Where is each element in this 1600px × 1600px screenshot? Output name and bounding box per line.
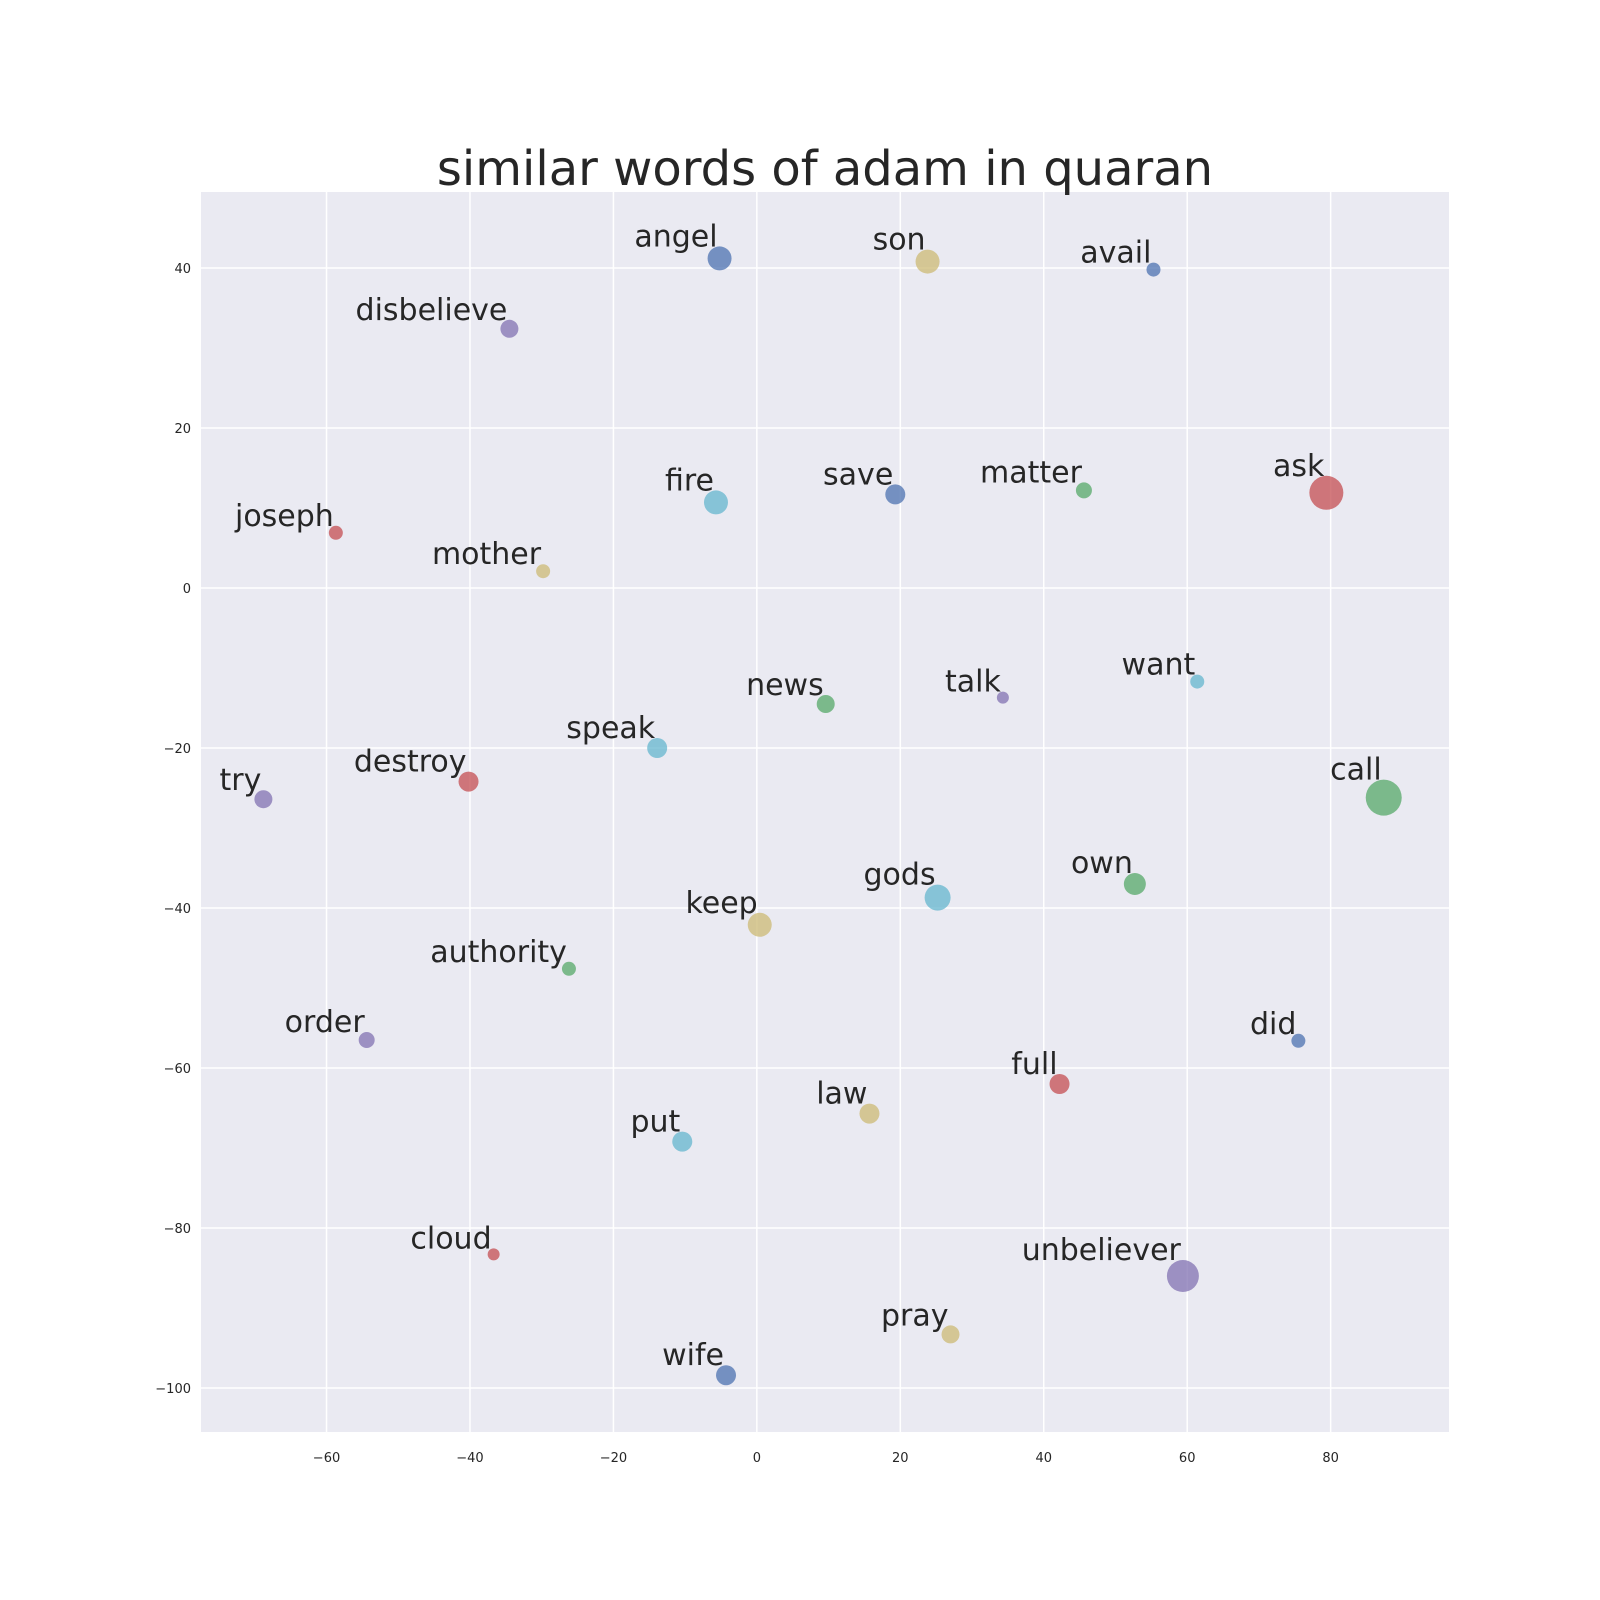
- data-label-authority: authority: [430, 935, 567, 970]
- y-tick-label: 20: [174, 422, 191, 437]
- y-tick-label: −20: [164, 742, 191, 757]
- data-label-avail: avail: [1080, 236, 1151, 271]
- data-label-son: son: [873, 223, 926, 258]
- data-points: [254, 246, 1402, 1386]
- data-label-joseph: joseph: [234, 499, 334, 534]
- data-point-pray: [941, 1325, 960, 1344]
- data-labels: angel son avail disbelieve fire save matter ask…: [220, 219, 1382, 1373]
- data-label-disbelieve: disbelieve: [356, 293, 508, 328]
- data-point-authority: [561, 961, 576, 976]
- data-label-did: did: [1250, 1007, 1296, 1042]
- data-point-law: [859, 1103, 880, 1124]
- data-point-own: [1123, 873, 1146, 895]
- data-label-talk: talk: [945, 665, 1001, 700]
- grid-lines: [201, 192, 1449, 1432]
- data-label-keep: keep: [685, 886, 757, 921]
- x-tick-label: 60: [1179, 1451, 1196, 1466]
- data-point-matter: [1075, 482, 1092, 499]
- x-tick-label: 80: [1322, 1451, 1339, 1466]
- data-point-speak: [647, 738, 668, 758]
- data-label-cloud: cloud: [410, 1221, 491, 1256]
- x-tick-label: −40: [456, 1451, 483, 1466]
- data-point-avail: [1146, 262, 1161, 277]
- data-label-news: news: [746, 668, 824, 703]
- x-tick-label: 0: [753, 1451, 761, 1466]
- data-label-law: law: [816, 1077, 867, 1112]
- y-tick-label: 40: [174, 262, 191, 277]
- data-label-want: want: [1122, 648, 1196, 683]
- data-point-mother: [536, 564, 551, 579]
- data-point-talk: [996, 691, 1009, 704]
- data-label-save: save: [823, 457, 893, 492]
- tick-labels: −60 −40 −20 0 20 40 60 80 40 20 0 −20 −40 −60 −80 −100: [155, 262, 1339, 1466]
- data-label-call: call: [1330, 753, 1382, 788]
- data-point-angel: [707, 246, 732, 271]
- data-point-fire: [703, 490, 728, 515]
- data-point-save: [885, 484, 906, 505]
- data-point-wife: [716, 1365, 737, 1386]
- data-label-order: order: [285, 1005, 366, 1040]
- y-tick-label: 0: [183, 582, 191, 597]
- data-label-pray: pray: [881, 1298, 949, 1333]
- data-point-unbeliever: [1166, 1260, 1199, 1292]
- data-point-call: [1365, 779, 1402, 816]
- data-point-gods: [924, 884, 951, 911]
- y-tick-label: −40: [164, 902, 191, 917]
- data-point-destroy: [458, 771, 479, 792]
- data-label-try: try: [220, 763, 262, 798]
- x-tick-label: 20: [892, 1451, 909, 1466]
- y-tick-label: −80: [164, 1222, 191, 1237]
- data-label-matter: matter: [980, 455, 1083, 490]
- x-tick-label: 40: [1035, 1451, 1052, 1466]
- data-label-wife: wife: [662, 1338, 724, 1373]
- data-point-ask: [1309, 475, 1344, 510]
- data-point-order: [358, 1032, 375, 1048]
- data-label-own: own: [1071, 846, 1133, 881]
- x-tick-label: −20: [600, 1451, 627, 1466]
- data-label-ask: ask: [1273, 449, 1325, 484]
- plot-area: [201, 192, 1449, 1432]
- data-point-want: [1190, 674, 1205, 689]
- data-point-cloud: [487, 1248, 500, 1261]
- data-label-full: full: [1011, 1047, 1057, 1082]
- data-label-put: put: [630, 1105, 680, 1140]
- data-point-joseph: [328, 525, 343, 540]
- data-label-angel: angel: [634, 219, 717, 254]
- data-point-try: [254, 790, 273, 809]
- data-label-mother: mother: [432, 537, 542, 572]
- data-point-disbelieve: [500, 319, 519, 338]
- data-label-gods: gods: [864, 858, 936, 893]
- data-point-son: [915, 249, 940, 274]
- data-label-speak: speak: [566, 711, 656, 746]
- y-tick-label: −100: [155, 1382, 191, 1397]
- x-tick-label: −60: [313, 1451, 340, 1466]
- chart-title: similar words of adam in quaran: [437, 141, 1213, 197]
- y-tick-label: −60: [164, 1062, 191, 1077]
- data-point-did: [1291, 1033, 1306, 1048]
- data-point-keep: [747, 912, 772, 937]
- data-point-news: [816, 695, 835, 713]
- data-point-full: [1049, 1074, 1070, 1094]
- data-label-unbeliever: unbeliever: [1022, 1233, 1182, 1268]
- data-label-fire: fire: [665, 463, 714, 498]
- data-point-put: [672, 1131, 693, 1152]
- data-label-destroy: destroy: [354, 745, 467, 780]
